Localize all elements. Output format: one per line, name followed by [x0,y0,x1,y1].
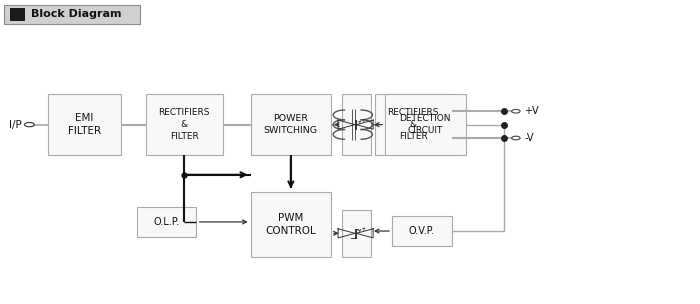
Bar [392,216,452,246]
Bar [251,94,331,155]
Bar [4,5,140,24]
Text: O.L.P.: O.L.P. [153,217,179,227]
Bar [136,207,196,237]
Bar [10,8,25,21]
Text: EMI
FILTER: EMI FILTER [68,113,101,136]
Text: -V: -V [524,133,534,143]
Text: Block Diagram: Block Diagram [31,9,121,19]
Bar [385,94,466,155]
Bar [342,94,371,155]
Text: RECTIFIERS
&
FILTER: RECTIFIERS & FILTER [387,108,439,141]
Bar [374,94,452,155]
Text: I/P: I/P [9,120,22,130]
Text: DETECTION
CIRCUIT: DETECTION CIRCUIT [400,114,451,135]
Text: POWER
SWITCHING: POWER SWITCHING [264,114,318,135]
Text: +V: +V [524,106,539,116]
Bar [48,94,121,155]
Bar [342,210,371,257]
Text: O.V.P.: O.V.P. [409,226,435,236]
Bar [146,94,223,155]
Text: PWM
CONTROL: PWM CONTROL [265,212,316,236]
Text: RECTIFIERS
&
FILTER: RECTIFIERS & FILTER [158,108,210,141]
Bar [251,192,331,257]
